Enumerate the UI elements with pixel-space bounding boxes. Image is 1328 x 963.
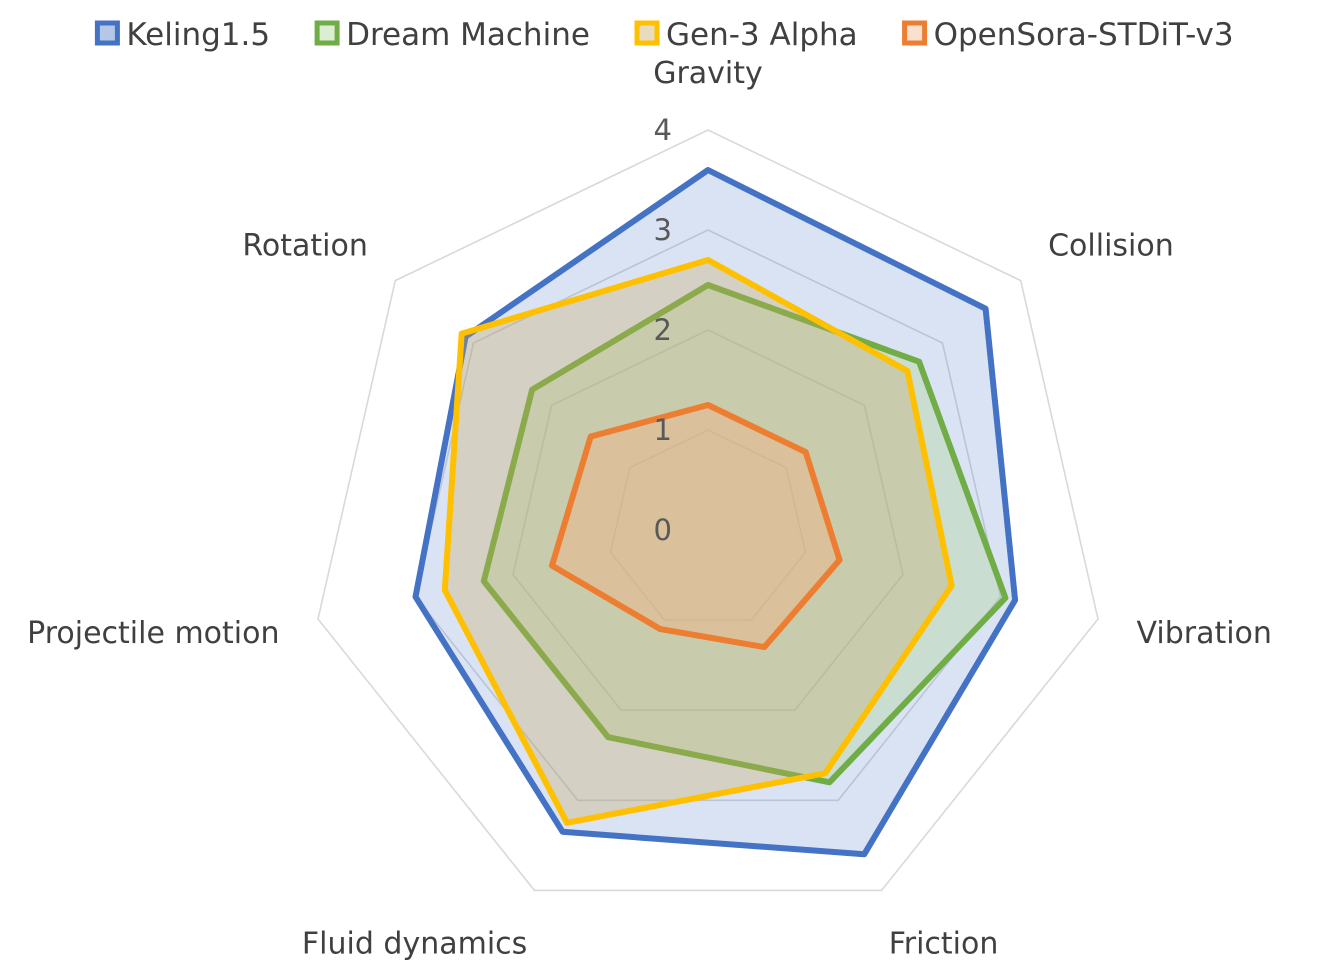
legend-swatch [634,20,660,46]
tick-label: 3 [654,213,672,247]
axis-label: Collision [1048,228,1174,263]
tick-label: 4 [654,113,672,147]
tick-label: 0 [654,513,672,547]
series-line [441,257,955,826]
grid-ring [609,429,807,621]
axis-label: Projectile motion [27,616,279,651]
axis-label: Friction [889,927,999,962]
radar-grid [317,129,1099,892]
series-area [483,285,1006,783]
legend-swatch [94,20,120,46]
grid-ring [512,329,904,712]
axis-label: Rotation [242,228,367,263]
tick-label: 1 [654,413,672,447]
legend-item: Gen-3 Alpha [634,17,858,53]
axis-label: Fluid dynamics [302,927,527,962]
legend-item: Keling1.5 [94,17,270,53]
radar-series [412,167,1019,858]
tick-label: 2 [654,313,672,347]
axis-labels: Gravity Collision Vibration Friction Fluid d… [27,56,1272,962]
radial-tick-labels: 0 1 2 3 4 [654,113,672,547]
legend-label: Keling1.5 [126,17,270,53]
series-area [444,260,952,823]
axis-label: Vibration [1137,616,1272,651]
series-area [552,405,840,648]
series-line [480,282,1009,786]
legend-label: OpenSora-STDiT-v3 [934,17,1234,53]
axis-label: Gravity [653,56,763,91]
series-line [549,402,843,651]
legend-item: OpenSora-STDiT-v3 [902,17,1234,53]
grid-ring [414,229,1002,802]
legend-label: Dream Machine [346,17,590,53]
legend-swatch [314,20,340,46]
legend-item: Dream Machine [314,17,590,53]
grid-ring [317,129,1099,892]
legend-label: Gen-3 Alpha [666,17,858,53]
legend: Keling1.5 Dream Machine Gen-3 Alpha OpenSor… [94,17,1234,53]
legend-swatch [902,20,928,46]
